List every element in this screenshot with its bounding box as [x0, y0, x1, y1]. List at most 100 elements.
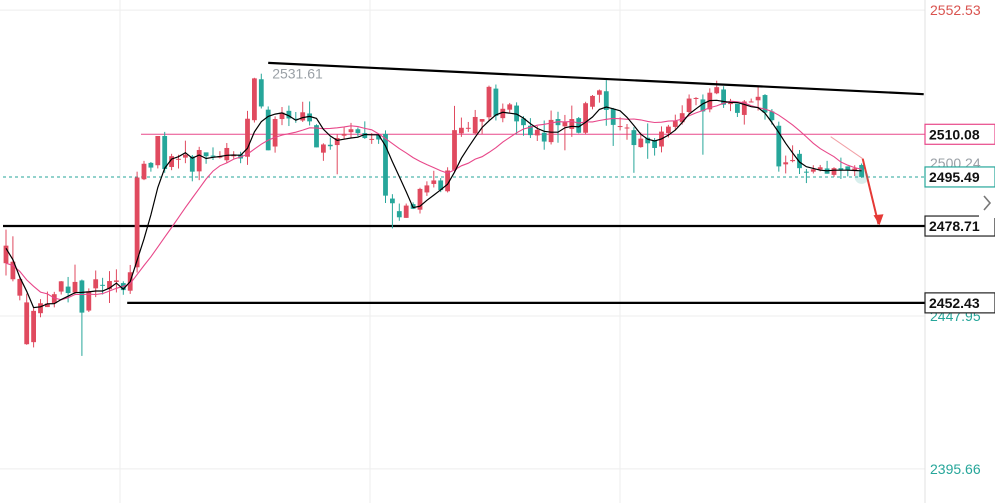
- candle-body: [24, 302, 30, 345]
- candle-body: [210, 155, 216, 157]
- candle-body: [472, 116, 478, 134]
- price-tag-label: 2452.43: [929, 295, 980, 311]
- candle-body: [810, 169, 816, 172]
- candle-body: [617, 126, 623, 128]
- candle-body: [714, 87, 720, 94]
- candle-body: [755, 96, 761, 101]
- candle-body: [107, 281, 112, 290]
- candle-body: [748, 101, 754, 103]
- candle-body: [645, 137, 651, 144]
- candle-body: [438, 180, 444, 191]
- candle-body: [189, 156, 195, 172]
- candle-body: [417, 188, 423, 210]
- grid-lines: [0, 0, 926, 503]
- candle-body: [514, 105, 519, 122]
- candle-body: [603, 91, 609, 110]
- candle-body: [597, 90, 602, 95]
- candle-body: [155, 135, 161, 166]
- candle-body: [776, 125, 782, 167]
- candles: [3, 73, 864, 356]
- candle-body: [583, 103, 588, 133]
- candle-body: [562, 122, 568, 127]
- candle-body: [638, 138, 644, 148]
- price-tag-box: [924, 123, 995, 145]
- price-tag-box: [924, 215, 995, 237]
- moving-averages: [5, 99, 862, 309]
- candle-body: [265, 109, 271, 151]
- candle-body: [521, 118, 526, 126]
- candle-body: [700, 99, 706, 112]
- candle-body: [721, 89, 726, 105]
- candle-body: [45, 303, 50, 308]
- candle-body: [666, 126, 671, 134]
- forecast-arrowhead-icon: [873, 214, 884, 226]
- candle-body: [624, 127, 630, 129]
- candle-body: [114, 280, 119, 282]
- last-price-glow: [854, 169, 869, 184]
- candle-body: [169, 156, 174, 167]
- candle-body: [79, 280, 85, 313]
- trendline: [268, 61, 924, 96]
- candle-body: [693, 97, 699, 99]
- candle-body: [465, 127, 471, 129]
- candle-body: [728, 102, 733, 105]
- candle-body: [327, 144, 333, 147]
- candle-body: [362, 133, 368, 139]
- candle-body: [845, 166, 851, 171]
- candle-body: [293, 118, 299, 120]
- candle-body: [507, 104, 513, 110]
- candle-body: [396, 211, 402, 218]
- candle-body: [804, 171, 809, 173]
- candle-body: [307, 113, 312, 122]
- candle-body: [86, 291, 92, 311]
- candle-body: [831, 168, 837, 175]
- candle-body: [93, 279, 99, 289]
- candle-body: [224, 147, 230, 161]
- candle-body: [58, 281, 64, 292]
- candle-body: [72, 281, 78, 293]
- candle-body: [245, 118, 250, 157]
- candle-body: [652, 140, 657, 148]
- price-tag-box: [924, 166, 995, 188]
- candle-body: [286, 110, 292, 119]
- candle-body: [528, 125, 533, 136]
- candle-body: [279, 112, 285, 120]
- candle-body: [479, 119, 485, 122]
- candle-body: [10, 261, 16, 280]
- axis-tick-label: 2395.66: [930, 461, 981, 477]
- drawings: 2531.61: [268, 61, 924, 226]
- candle-body: [431, 180, 437, 184]
- candle-body: [500, 108, 506, 119]
- candle-body: [486, 86, 492, 118]
- candle-body: [769, 111, 775, 121]
- price-tag-box: [924, 292, 995, 314]
- candle-body: [162, 135, 168, 170]
- price-tag-label: 2495.49: [929, 169, 980, 185]
- candle-body: [369, 138, 375, 140]
- candle-body: [610, 108, 616, 125]
- price-tag-label: 2510.08: [929, 126, 980, 142]
- candle-body: [838, 168, 844, 170]
- candle-body: [17, 278, 23, 296]
- candle-body: [341, 133, 347, 136]
- candle-body: [493, 88, 499, 116]
- candle-body: [183, 154, 188, 158]
- candle-body: [38, 303, 43, 314]
- candle-body: [797, 153, 802, 169]
- candle-body: [314, 125, 319, 148]
- candle-body: [258, 79, 264, 107]
- candle-body: [3, 245, 9, 264]
- scroll-arrow-icon[interactable]: [979, 188, 995, 218]
- candle-body: [548, 119, 554, 143]
- candle-body: [735, 103, 740, 113]
- candle-body: [569, 119, 575, 129]
- candle-body: [672, 121, 678, 127]
- candle-body: [852, 168, 858, 172]
- price-tags: 2510.08 2495.49 2478.71 2452.43: [924, 123, 995, 314]
- candle-body: [445, 170, 450, 192]
- candle-body: [355, 129, 361, 134]
- peak-annotation: 2531.61: [272, 65, 323, 81]
- candle-body: [196, 150, 202, 172]
- candle-body: [272, 119, 278, 147]
